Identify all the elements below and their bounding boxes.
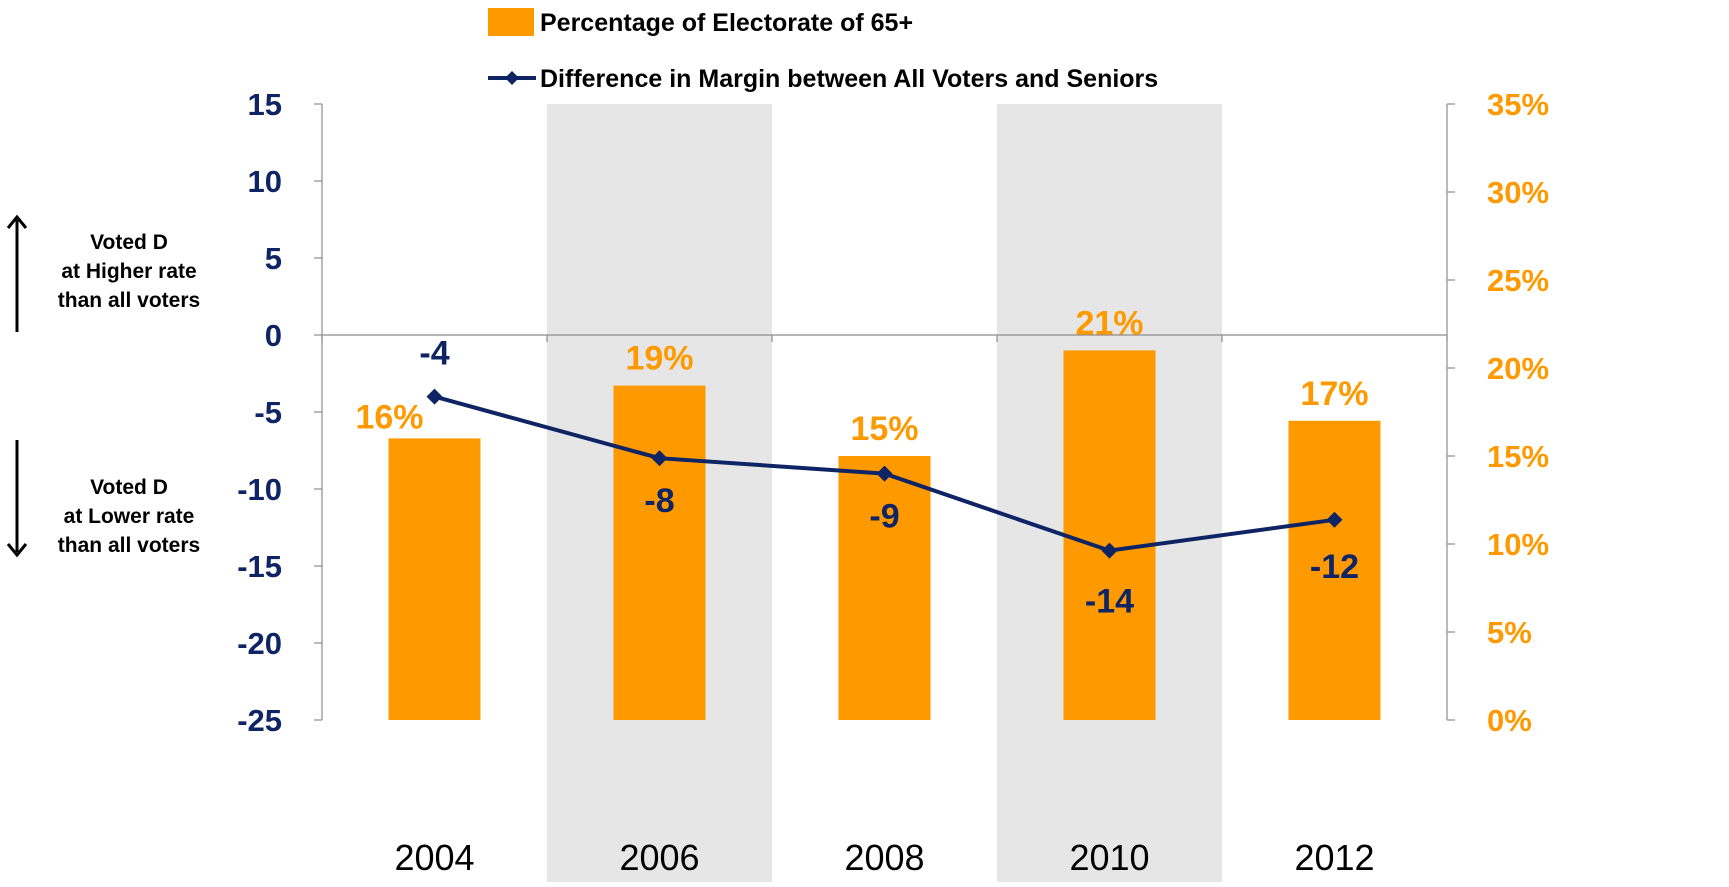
- bar-2006: [613, 385, 706, 720]
- up-arrow-icon: [4, 214, 30, 332]
- higher-note-line2: at Higher rate: [61, 260, 197, 283]
- left-tick-label: 0: [265, 318, 282, 353]
- line-point-2006: [651, 450, 668, 467]
- right-tick-label: 5%: [1487, 615, 1532, 650]
- x-tick-label: 2010: [1069, 837, 1149, 878]
- axes: 15 10 5 0 -5 -10 -15 -20 -25 35% 30% 25% 20% 15% 10% 5%…: [237, 87, 1549, 878]
- lower-note-line1: Voted D: [90, 476, 168, 499]
- left-tick-label: -25: [237, 703, 282, 738]
- left-tick-label: 5: [265, 241, 282, 276]
- x-tick-label: 2012: [1294, 837, 1374, 878]
- right-tick-label: 10%: [1487, 527, 1549, 562]
- line-data-label: -12: [1310, 548, 1359, 586]
- left-tick-label: -5: [254, 395, 282, 430]
- left-tick-label: 15: [248, 87, 282, 122]
- bar-data-label: 15%: [850, 410, 918, 448]
- legend-line-label: Difference in Margin between All Voters …: [540, 65, 1158, 93]
- line-data-label: -4: [419, 335, 449, 373]
- bar-series: [388, 350, 1381, 720]
- bar-2004: [388, 438, 481, 720]
- line-data-label: -14: [1085, 583, 1134, 621]
- bar-2008: [838, 456, 931, 720]
- right-tick-label: 35%: [1487, 87, 1549, 122]
- bar-2010: [1063, 350, 1156, 720]
- higher-rate-note: Voted D at Higher rate than all voters: [14, 228, 244, 315]
- left-tick-label: -10: [237, 472, 282, 507]
- left-tick-label: -20: [237, 626, 282, 661]
- bar-2012: [1288, 420, 1381, 720]
- right-tick-label: 20%: [1487, 351, 1549, 386]
- left-tick-label: -15: [237, 549, 282, 584]
- right-tick-label: 0%: [1487, 703, 1532, 738]
- line-point-2012: [1326, 511, 1343, 528]
- right-tick-label: 30%: [1487, 175, 1549, 210]
- x-tick-label: 2006: [619, 837, 699, 878]
- lower-note-line3: than all voters: [57, 534, 201, 557]
- bar-data-label: 19%: [625, 340, 693, 378]
- line-point-2008: [876, 465, 893, 482]
- line-data-label: -8: [644, 482, 674, 520]
- line-point-2010: [1101, 542, 1118, 559]
- right-tick-label: 15%: [1487, 439, 1549, 474]
- data-labels: -4 -8 -9 -14 -12 16% 19% 15% 21% 17%: [355, 304, 1368, 620]
- legend-line-marker: [505, 71, 519, 85]
- lower-rate-note: Voted D at Lower rate than all voters: [14, 473, 244, 560]
- bar-data-label: 17%: [1300, 375, 1368, 413]
- x-tick-label: 2008: [844, 837, 924, 878]
- right-tick-label: 25%: [1487, 263, 1549, 298]
- bar-data-label: 16%: [355, 398, 423, 436]
- line-data-label: -9: [869, 498, 899, 536]
- line-series: [426, 388, 1343, 559]
- x-tick-label: 2004: [394, 837, 474, 878]
- down-arrow-icon: [4, 440, 30, 558]
- legend: Percentage of Electorate of 65+ Differenc…: [488, 8, 1158, 93]
- left-tick-label: 10: [248, 164, 282, 199]
- line-point-2004: [426, 388, 443, 405]
- legend-bar-swatch: [488, 8, 534, 36]
- higher-note-line3: than all voters: [57, 289, 201, 312]
- legend-bar-label: Percentage of Electorate of 65+: [540, 9, 913, 37]
- lower-note-line2: at Lower rate: [63, 505, 195, 528]
- higher-note-line1: Voted D: [90, 231, 168, 254]
- bar-data-label: 21%: [1075, 304, 1143, 342]
